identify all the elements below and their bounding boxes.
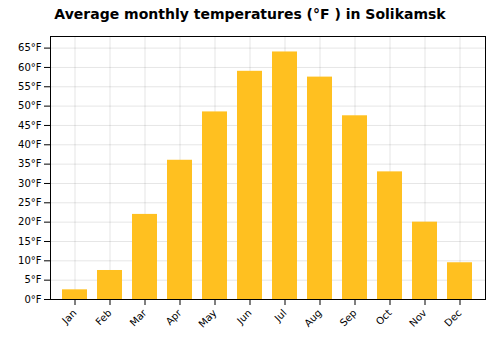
svg-text:Jan: Jan (59, 307, 78, 326)
svg-text:Apr: Apr (164, 307, 185, 328)
svg-text:Aug: Aug (302, 307, 324, 329)
svg-text:Jun: Jun (234, 307, 254, 327)
html-text:Average monthly temperatures (: Average monthly temperatures (°F ) in So… (54, 6, 446, 22)
svg-text:5°F: 5°F (24, 274, 41, 285)
svg-text:60°F: 60°F (18, 62, 42, 73)
svg-text:Feb: Feb (93, 307, 113, 327)
svg-text:25°F: 25°F (18, 197, 42, 208)
svg-text:Dec: Dec (442, 307, 463, 328)
svg-text:0°F: 0°F (24, 294, 41, 305)
svg-text:55°F: 55°F (18, 81, 42, 92)
svg-text:65°F: 65°F (18, 42, 42, 53)
svg-text:35°F: 35°F (18, 158, 42, 169)
svg-text:May: May (196, 307, 218, 329)
svg-text:10°F: 10°F (18, 255, 42, 266)
svg-text:30°F: 30°F (18, 178, 42, 189)
svg-text:50°F: 50°F (18, 100, 42, 111)
svg-text:15°F: 15°F (18, 236, 42, 247)
svg-text:Oct: Oct (374, 307, 394, 327)
svg-text:45°F: 45°F (18, 120, 42, 131)
svg-text:Nov: Nov (407, 307, 429, 329)
svg-text:Mar: Mar (128, 307, 150, 329)
svg-text:Jul: Jul (272, 307, 289, 324)
svg-text:20°F: 20°F (18, 216, 42, 227)
svg-text:Sep: Sep (338, 307, 359, 328)
svg-text:40°F: 40°F (18, 139, 42, 150)
